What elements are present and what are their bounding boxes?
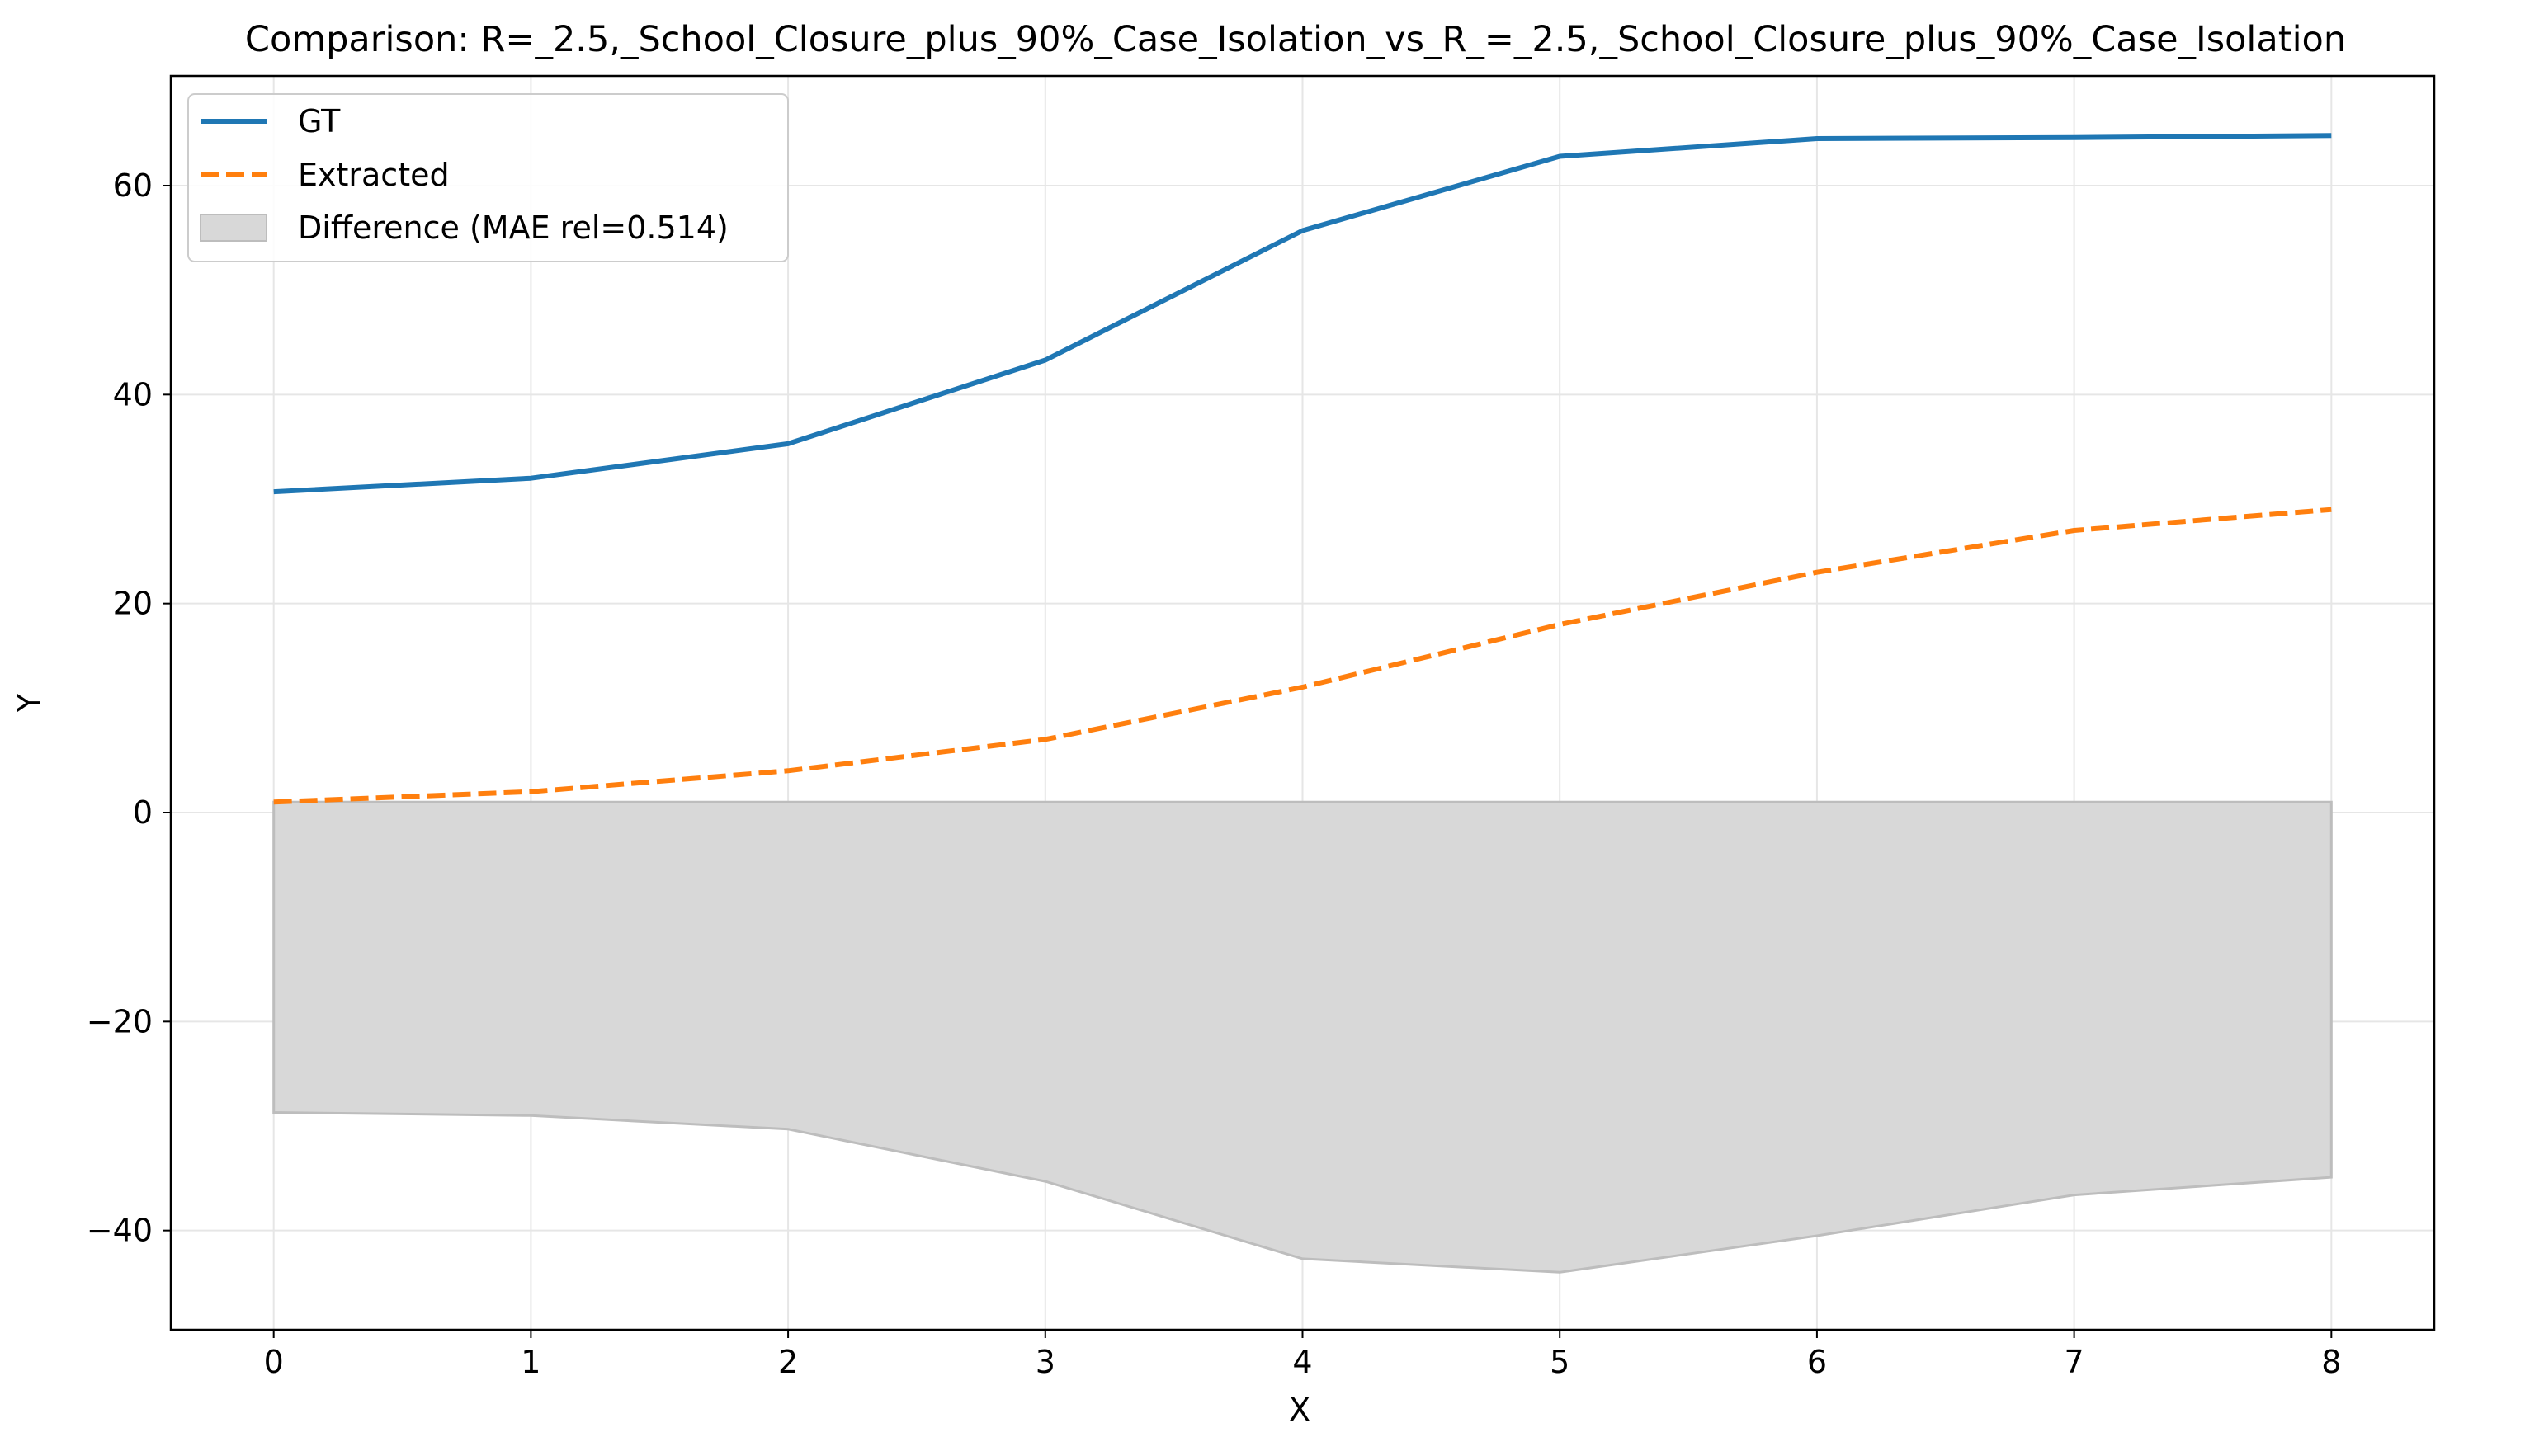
y-tick-label: 20 [113,586,153,622]
y-tick-label: 60 [113,167,153,204]
chart-title: Comparison: R=_2.5,_School_Closure_plus_… [245,19,2346,60]
series-line-gt [273,133,2332,495]
legend-label-difference: Difference (MAE rel=0.514) [298,210,729,246]
y-tick-label: 40 [113,376,153,412]
difference-area [272,800,2333,1274]
x-tick-label: 5 [1550,1344,1569,1380]
x-axis-ticks: 0 1 2 3 4 5 6 7 8 [264,1330,2341,1380]
y-axis-ticks: −40 −20 0 20 40 60 [87,167,171,1249]
series-line-extracted [273,507,2332,805]
x-tick-label: 1 [521,1344,540,1380]
x-axis-label: X [1289,1392,1310,1428]
plot-area: 0 1 2 3 4 5 6 7 8 −40 −20 0 20 40 60 GT Extracted Differe… [87,74,2436,1380]
legend: GT Extracted Difference (MAE rel=0.514) [187,93,789,262]
legend-box [187,93,789,262]
x-tick-label: 6 [1807,1344,1827,1380]
x-tick-label: 8 [2321,1344,2341,1380]
x-tick-label: 3 [1036,1344,1055,1380]
x-tick-label: 0 [264,1344,284,1380]
legend-swatch-difference [200,214,267,242]
y-tick-label: −40 [87,1213,153,1249]
legend-label-extracted: Extracted [298,157,450,193]
legend-label-gt: GT [298,103,341,139]
plot-series [272,133,2333,1274]
y-tick-label: 0 [133,794,153,831]
x-tick-label: 4 [1292,1344,1312,1380]
y-axis-label: Y [11,693,47,714]
x-tick-label: 2 [778,1344,798,1380]
y-tick-label: −20 [87,1003,153,1039]
x-tick-label: 7 [2065,1344,2084,1380]
